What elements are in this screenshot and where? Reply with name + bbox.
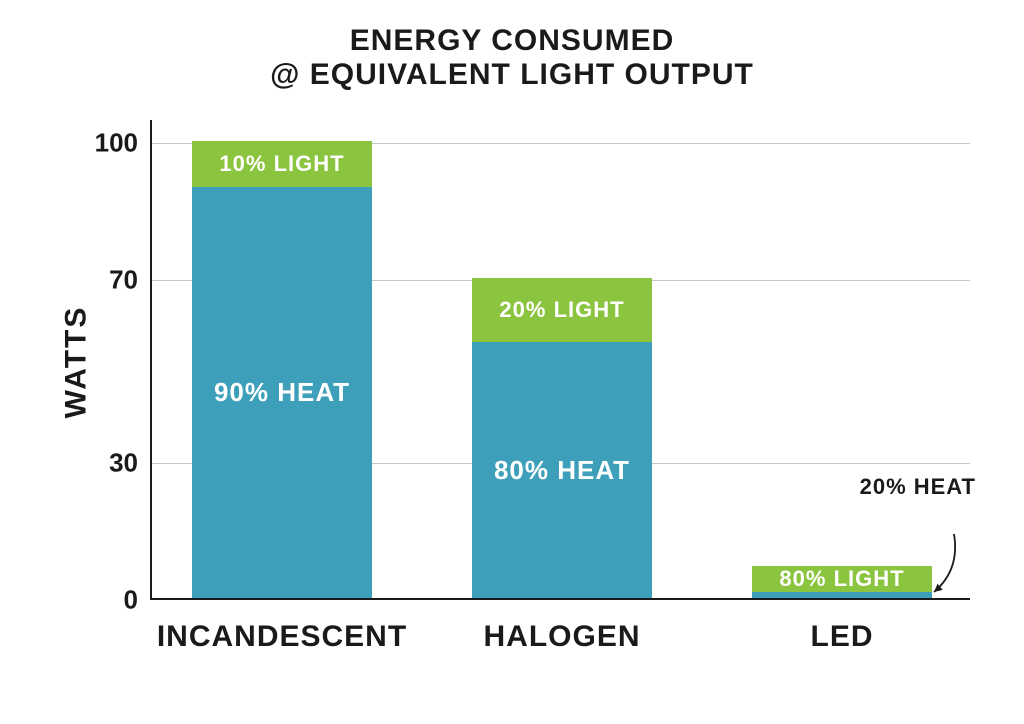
y-tick-label: 100: [95, 127, 152, 158]
bar-segment-label: 90% HEAT: [214, 377, 350, 408]
x-category-label: LED: [811, 598, 874, 654]
callout-label: 20% HEAT: [860, 474, 976, 500]
chart-title-line2: @ EQUIVALENT LIGHT OUTPUT: [0, 58, 1024, 92]
y-axis-label: WATTS: [59, 306, 93, 419]
bar-segment-heat: 80% HEAT: [472, 342, 652, 598]
bar-segment-light: 10% LIGHT: [192, 141, 372, 187]
bar-segment-light: 80% LIGHT: [752, 566, 932, 592]
x-category-label: INCANDESCENT: [157, 598, 407, 654]
bar-halogen: 80% HEAT 20% LIGHT: [472, 278, 652, 598]
bar-segment-light: 20% LIGHT: [472, 278, 652, 342]
y-tick-label: 70: [109, 265, 152, 296]
chart-title-line1: ENERGY CONSUMED: [0, 24, 1024, 58]
y-tick-label: 0: [124, 585, 152, 616]
energy-chart: ENERGY CONSUMED @ EQUIVALENT LIGHT OUTPU…: [0, 0, 1024, 724]
bar-segment-label: 10% LIGHT: [219, 151, 344, 177]
bar-segment-heat: 90% HEAT: [192, 187, 372, 598]
bar-led: 80% LIGHT: [752, 566, 932, 598]
bar-segment-label: 80% LIGHT: [779, 566, 904, 592]
y-tick-label: 30: [109, 447, 152, 478]
bar-segment-label: 20% LIGHT: [499, 297, 624, 323]
bar-segment-label: 80% HEAT: [494, 455, 630, 486]
plot-area: 0307010090% HEAT10% LIGHTINCANDESCENT80%…: [150, 120, 970, 600]
x-category-label: HALOGEN: [484, 598, 641, 654]
bar-incandescent: 90% HEAT 10% LIGHT: [192, 141, 372, 598]
